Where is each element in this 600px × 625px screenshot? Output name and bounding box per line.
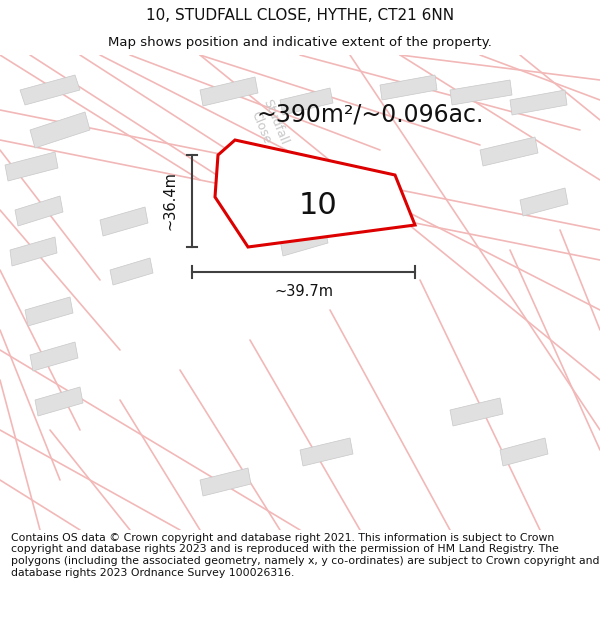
Polygon shape — [15, 196, 63, 226]
Text: ~36.4m: ~36.4m — [163, 171, 178, 231]
Polygon shape — [200, 77, 258, 106]
Polygon shape — [10, 237, 57, 266]
Text: ~390m²/~0.096ac.: ~390m²/~0.096ac. — [256, 103, 484, 127]
Polygon shape — [250, 178, 303, 205]
Polygon shape — [5, 152, 58, 181]
Polygon shape — [30, 112, 90, 148]
Text: ~39.7m: ~39.7m — [274, 284, 333, 299]
Text: Map shows position and indicative extent of the property.: Map shows position and indicative extent… — [108, 36, 492, 49]
Polygon shape — [280, 88, 333, 115]
Polygon shape — [100, 207, 148, 236]
Polygon shape — [480, 137, 538, 166]
Polygon shape — [200, 468, 251, 496]
Polygon shape — [20, 75, 80, 105]
Text: Contains OS data © Crown copyright and database right 2021. This information is : Contains OS data © Crown copyright and d… — [11, 533, 599, 578]
Polygon shape — [215, 140, 415, 247]
Polygon shape — [300, 438, 353, 466]
Polygon shape — [35, 387, 83, 416]
Text: 10: 10 — [299, 191, 337, 219]
Polygon shape — [500, 438, 548, 466]
Polygon shape — [25, 297, 73, 326]
Polygon shape — [280, 227, 328, 256]
Polygon shape — [520, 188, 568, 216]
Polygon shape — [110, 258, 153, 285]
Polygon shape — [30, 342, 78, 371]
Text: 10, STUDFALL CLOSE, HYTHE, CT21 6NN: 10, STUDFALL CLOSE, HYTHE, CT21 6NN — [146, 8, 454, 23]
Polygon shape — [450, 80, 512, 105]
Text: Studfall
Close: Studfall Close — [246, 98, 290, 152]
Polygon shape — [450, 398, 503, 426]
Polygon shape — [510, 90, 567, 115]
Polygon shape — [380, 75, 437, 100]
